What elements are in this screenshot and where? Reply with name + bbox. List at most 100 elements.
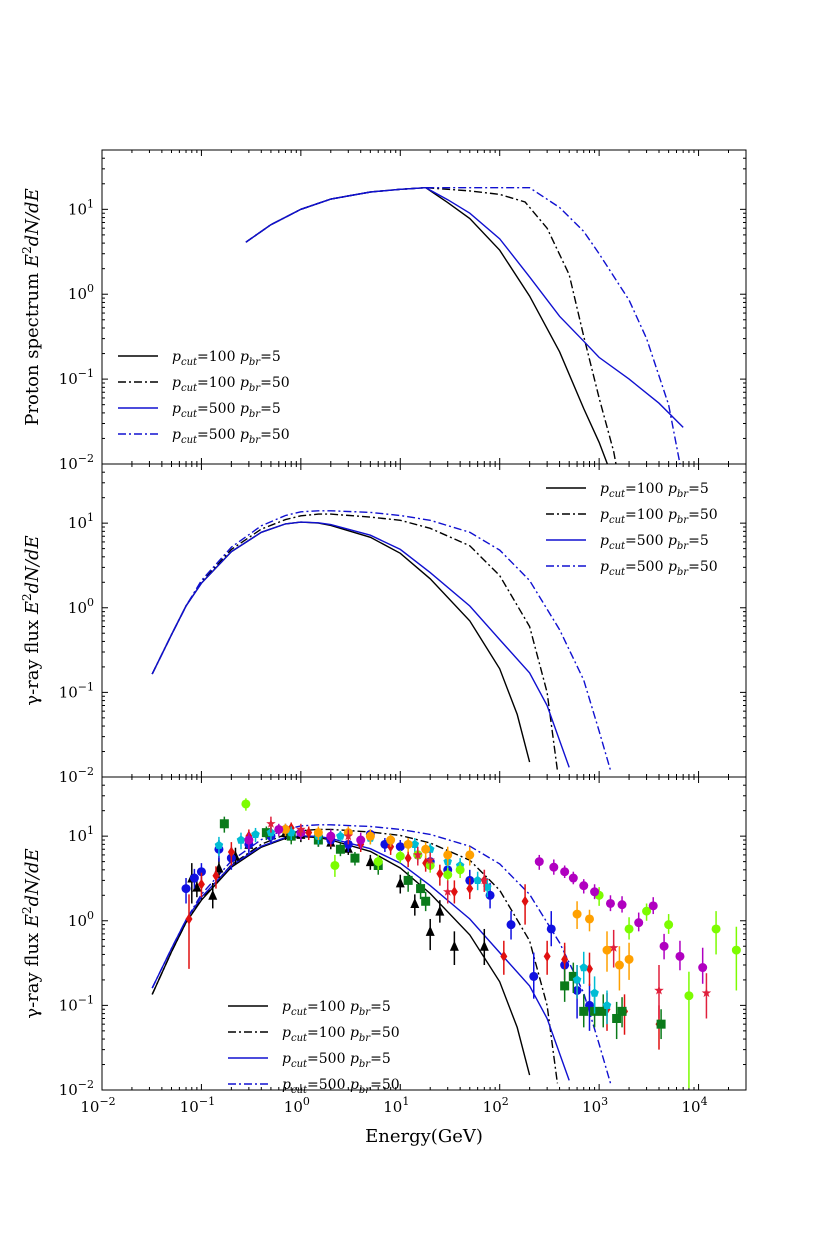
data-point-5-1	[330, 860, 340, 870]
xtick-label: 100	[284, 1095, 310, 1116]
data-point-3-9	[421, 896, 431, 906]
data-point-4-14	[483, 882, 492, 891]
legend-label-p100_5: pcut=100 pbr=5	[600, 481, 709, 500]
data-point-4-18	[602, 1000, 612, 1009]
data-point-7-13	[634, 918, 644, 928]
data-point-5-2	[373, 857, 383, 867]
data-point-7-16	[675, 951, 685, 961]
data-point-1-22	[546, 924, 556, 934]
data-point-5-0	[241, 799, 251, 809]
data-point-2-3	[227, 846, 235, 858]
data-point-8-6	[479, 875, 490, 885]
ytick-label-proton: 101	[68, 197, 94, 218]
data-point-6-6	[421, 844, 431, 854]
ytick-label-gamma: 101	[68, 511, 94, 532]
xtick-label: 103	[582, 1095, 608, 1116]
xtick-label: 104	[682, 1095, 708, 1116]
data-point-4-0	[214, 840, 224, 849]
data-point-3-1	[261, 828, 271, 838]
data-point-0-14	[410, 897, 420, 908]
data-point-2-13	[436, 868, 444, 880]
ylabel-gamma_data: γ-ray flux E2dN/dE	[20, 848, 43, 1018]
data-point-2-0	[185, 913, 193, 925]
data-point-5-6	[443, 870, 453, 880]
data-point-3-12	[579, 1006, 589, 1016]
xtick-label: 101	[383, 1095, 409, 1116]
data-point-5-13	[711, 924, 721, 934]
legend-label-p500_5: pcut=500 pbr=5	[600, 533, 709, 552]
data-point-0-15	[425, 925, 435, 936]
data-point-7-4	[356, 835, 366, 845]
data-point-3-11	[568, 971, 578, 981]
data-point-4-16	[579, 963, 588, 972]
data-point-6-3	[365, 831, 375, 841]
series-line-proton-p500_50	[245, 187, 681, 464]
data-point-5-3	[395, 851, 405, 861]
data-point-6-12	[614, 960, 624, 970]
data-point-7-1	[274, 824, 284, 834]
ytick-label-gamma: 10−2	[59, 765, 94, 786]
data-point-2-2	[212, 870, 220, 882]
series-line-gamma_data-p500_50	[151, 824, 612, 1084]
data-point-8-3	[413, 849, 423, 859]
data-point-8-2	[343, 831, 353, 841]
xtick-label: 10−2	[80, 1095, 115, 1116]
data-point-7-14	[648, 901, 658, 911]
series-line-proton-p500_5	[245, 186, 684, 428]
data-point-2-14	[450, 886, 458, 898]
data-point-7-11	[605, 898, 615, 908]
series-line-gamma-p100_50	[151, 513, 559, 771]
data-point-5-10	[642, 906, 652, 916]
data-point-3-15	[612, 1013, 622, 1023]
panel-frame-gamma_data	[101, 776, 747, 1091]
data-point-0-2	[208, 889, 218, 900]
data-point-6-11	[602, 945, 612, 955]
data-point-1-1	[189, 873, 199, 883]
data-point-8-8	[654, 985, 664, 995]
series-line-gamma_data-p100_50	[151, 828, 559, 1084]
data-point-0-17	[449, 940, 459, 951]
legend-label-p100_50: pcut=100 pbr=50	[172, 375, 290, 394]
data-point-7-9	[579, 881, 589, 891]
data-point-1-20	[506, 920, 516, 930]
data-point-2-19	[543, 950, 551, 962]
series-line-proton-p100_5	[245, 186, 609, 464]
data-point-3-17	[656, 1019, 666, 1029]
data-point-5-7	[455, 865, 465, 875]
data-point-6-10	[584, 914, 594, 924]
data-point-3-14	[598, 1006, 608, 1016]
legend-label-p500_50: pcut=500 pbr=50	[600, 559, 718, 578]
data-point-2-1	[197, 878, 205, 890]
data-point-7-8	[568, 873, 578, 883]
data-point-5-11	[664, 920, 674, 930]
legend-label-p100_5: pcut=100 pbr=5	[172, 349, 281, 368]
legend-label-p100_5: pcut=100 pbr=5	[282, 999, 391, 1018]
ytick-label-gamma_data: 100	[68, 909, 94, 930]
data-point-4-6	[336, 831, 345, 840]
data-point-2-15	[466, 883, 474, 895]
data-point-1-14	[395, 842, 405, 852]
data-point-2-20	[561, 953, 569, 965]
data-point-6-0	[280, 824, 290, 834]
ytick-label-gamma_data: 101	[68, 824, 94, 845]
data-point-7-3	[326, 831, 336, 841]
data-point-4-13	[473, 875, 482, 884]
data-point-3-5	[350, 853, 360, 863]
data-point-2-7	[305, 827, 313, 839]
data-point-7-10	[590, 887, 600, 897]
data-point-7-17	[698, 963, 708, 973]
legend-label-p500_5: pcut=500 pbr=5	[282, 1051, 391, 1070]
xtick-label: 10−1	[180, 1095, 215, 1116]
series-line-gamma-p500_50	[151, 510, 612, 771]
data-point-0-13	[395, 877, 405, 888]
data-point-8-4	[425, 855, 435, 865]
data-point-1-0	[181, 884, 191, 894]
data-point-7-5	[534, 857, 544, 867]
data-point-3-4	[335, 844, 345, 854]
data-point-3-10	[560, 981, 570, 991]
data-point-5-14	[731, 945, 741, 955]
data-point-7-12	[617, 900, 627, 910]
data-point-6-1	[313, 828, 323, 838]
data-point-6-9	[572, 909, 582, 919]
